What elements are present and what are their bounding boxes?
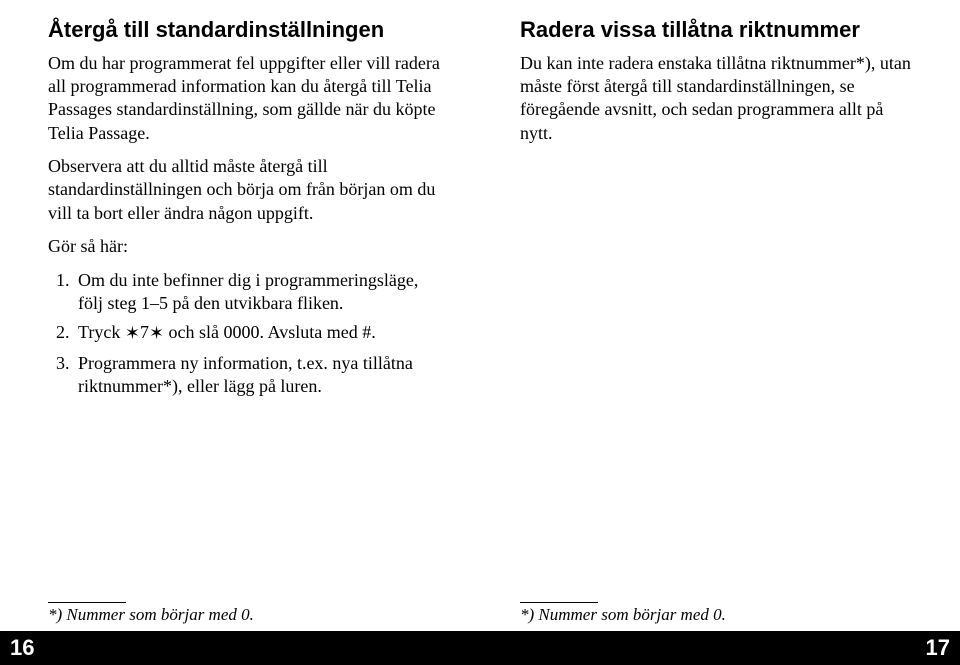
right-para-1: Du kan inte radera enstaka tillåtna rikt… — [520, 52, 912, 146]
page-number-right: 17 — [926, 635, 950, 661]
left-page: Återgå till standardinställningen Om du … — [0, 16, 480, 625]
step-1: Om du inte befinner dig i programmerings… — [74, 269, 440, 316]
left-para-2: Observera att du alltid måste återgå til… — [48, 155, 440, 225]
left-footnote: *) Nummer som börjar med 0. — [48, 605, 440, 625]
step-2-text-b: 7 — [140, 322, 149, 342]
step-2: Tryck ✶7✶ och slå 0000. Avsluta med #. — [74, 321, 440, 345]
step-3-text: Programmera ny information, t.ex. nya ti… — [78, 353, 413, 396]
footnote-divider — [48, 602, 126, 603]
left-howto: Gör så här: — [48, 235, 440, 258]
page-number-bar: 16 17 — [0, 631, 960, 665]
steps-list: Om du inte befinner dig i programmerings… — [48, 269, 440, 405]
right-page: Radera vissa tillåtna riktnummer Du kan … — [480, 16, 960, 625]
right-footnote: *) Nummer som börjar med 0. — [520, 605, 912, 625]
step-2-text-c: och slå 0000. Avsluta med #. — [164, 322, 376, 342]
footnote-divider — [520, 602, 598, 603]
left-para-1: Om du har programmerat fel uppgifter ell… — [48, 52, 440, 146]
step-3: Programmera ny information, t.ex. nya ti… — [74, 352, 440, 399]
step-2-text-a: Tryck — [78, 322, 125, 342]
right-heading: Radera vissa tillåtna riktnummer — [520, 16, 912, 44]
page-number-left: 16 — [10, 635, 34, 661]
step-1-text: Om du inte befinner dig i programmerings… — [78, 270, 418, 313]
page-spread: Återgå till standardinställningen Om du … — [0, 0, 960, 625]
left-heading: Återgå till standardinställningen — [48, 16, 440, 44]
star-icon: ✶ — [149, 322, 164, 345]
star-icon: ✶ — [125, 322, 140, 345]
